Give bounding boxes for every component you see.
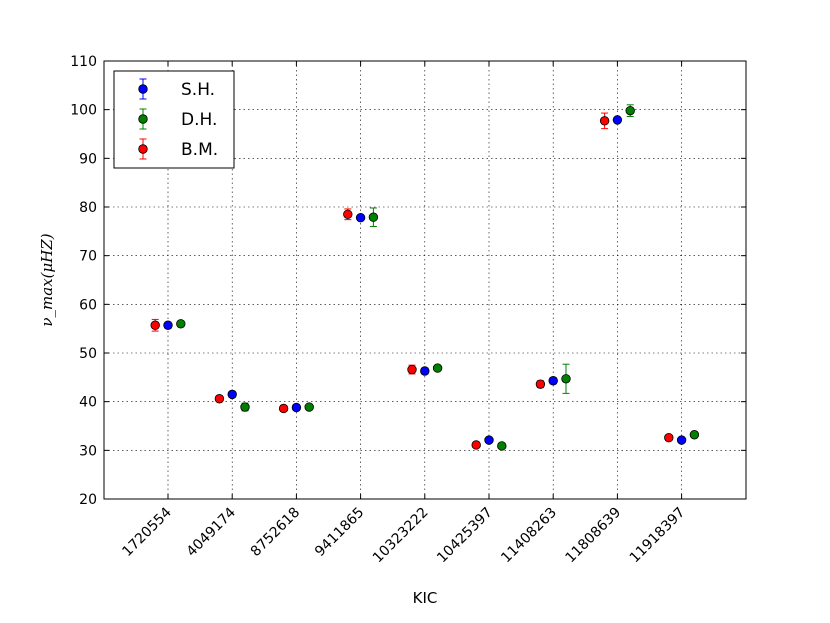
data-point (484, 435, 494, 445)
data-point (343, 209, 353, 220)
data-point (561, 374, 571, 384)
data-point (548, 376, 558, 386)
data-point (227, 389, 237, 400)
y-tick-label: 100 (70, 103, 97, 119)
x-tick-label: 10323222 (370, 505, 432, 567)
x-tick-label: 11408263 (498, 505, 560, 567)
legend: S.H. D.H. B.M. (113, 70, 235, 169)
x-axis-label: KIC (413, 589, 438, 607)
x-tick-label: 11918397 (627, 505, 689, 567)
data-point (176, 319, 186, 329)
y-tick-label: 70 (79, 249, 97, 265)
data-point (240, 402, 250, 412)
plot-frame (103, 60, 747, 500)
data-point (535, 379, 546, 389)
legend-label: B.M. (181, 140, 218, 160)
y-tick-label: 90 (79, 151, 97, 167)
data-point (689, 430, 700, 440)
data-point (432, 363, 443, 373)
legend-marker (138, 144, 148, 154)
data-marks (150, 104, 700, 451)
data-point (368, 212, 379, 222)
y-axis-label: ν_max(μHZ) (38, 233, 56, 326)
y-tick-label: 110 (70, 54, 97, 70)
data-point (612, 115, 623, 125)
data-point (304, 402, 314, 412)
data-point (278, 403, 289, 414)
data-point (664, 432, 674, 443)
x-tick-label: 10425397 (434, 505, 496, 567)
data-point (163, 320, 173, 330)
y-tick-label: 80 (79, 200, 97, 216)
data-point (214, 394, 225, 404)
legend-marker (138, 114, 148, 124)
y-tick-label: 40 (79, 395, 97, 411)
x-tick-label: 11808639 (563, 505, 625, 567)
legend-marker (138, 84, 148, 94)
x-tick-label: 8752618 (248, 505, 303, 560)
data-point (497, 441, 507, 451)
y-tick-label: 60 (79, 297, 97, 313)
legend-label: D.H. (181, 110, 217, 130)
legend-label: S.H. (181, 80, 215, 100)
data-point (150, 320, 160, 330)
data-point (291, 402, 302, 413)
y-tick-label: 20 (79, 492, 97, 508)
data-point (599, 116, 610, 126)
x-tick-label: 9411865 (312, 505, 367, 560)
data-point (407, 364, 417, 375)
data-point (420, 366, 430, 376)
data-point (676, 435, 687, 445)
legend-box (113, 70, 235, 169)
y-tick-label: 50 (79, 346, 97, 362)
data-point (355, 213, 366, 223)
y-tick-label: 30 (79, 443, 97, 459)
data-point (625, 105, 635, 116)
x-tick-label: 4049174 (184, 504, 239, 559)
x-tick-label: 1720554 (119, 504, 174, 559)
data-point (471, 440, 481, 450)
